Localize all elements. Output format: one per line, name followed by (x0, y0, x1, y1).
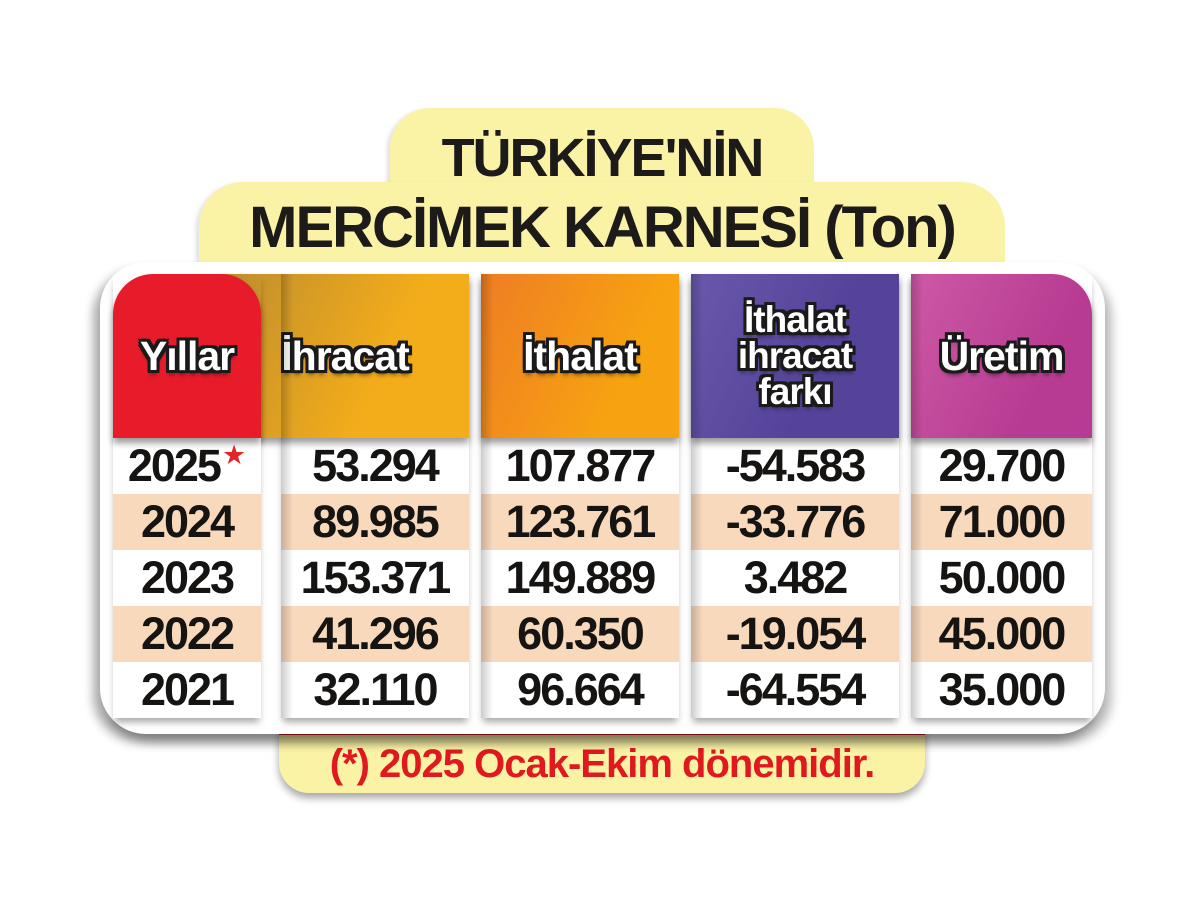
year-value: 2022 (140, 608, 235, 659)
ihracat-value: 32.110 (313, 664, 438, 715)
fark-value: -64.554 (725, 664, 867, 715)
fark-value: -19.054 (725, 608, 867, 659)
column-header-uretim: Üretim (911, 274, 1092, 438)
ihracat-value: 89.985 (312, 496, 440, 547)
cell-uretim-2022: 45.000 (911, 606, 1092, 662)
uretim-value: 35.000 (938, 664, 1067, 715)
footnote-text: (*) 2025 Ocak-Ekim dönemidir. (329, 741, 876, 786)
column-ithalat: İthalat 107.877 123.761 149.889 60.350 96.66… (481, 274, 679, 718)
fark-value: -54.583 (725, 440, 867, 491)
cell-ithalat-2022: 60.350 (481, 606, 679, 662)
ithalat-value: 60.350 (517, 608, 645, 659)
column-header-ithalat: İthalat (481, 274, 679, 438)
column-header-ihracat: İhracat (221, 274, 469, 438)
table-card: Yıllar 2025 ★ 2024 2023 2022 2021 İhracat 53.… (100, 262, 1105, 734)
uretim-value: 29.700 (938, 440, 1067, 491)
year-value: 2025 (127, 440, 222, 491)
column-header-label-line: farkı (758, 371, 832, 413)
year-value: 2023 (140, 552, 235, 603)
column-ithalat-ihracat-farki: İthalat ihracat farkı -54.583 -33.776 3.48… (691, 274, 899, 718)
column-header-yillar: Yıllar (113, 274, 261, 438)
footnote-box: (*) 2025 Ocak-Ekim dönemidir. (279, 735, 925, 793)
title-line-1: TÜRKİYE'NİN (441, 128, 765, 188)
cell-ithalat-2021: 96.664 (481, 662, 679, 718)
footnote-star-icon: ★ (221, 439, 247, 470)
cell-year-2022: 2022 (113, 606, 261, 662)
cell-ihracat-2023: 153.371 (281, 550, 469, 606)
ihracat-value: 41.296 (312, 608, 440, 659)
fark-value: -33.776 (725, 496, 867, 547)
cell-uretim-2023: 50.000 (911, 550, 1092, 606)
cell-ihracat-2021: 32.110 (281, 662, 469, 718)
cell-fark-2021: -64.554 (691, 662, 899, 718)
cell-year-2025: 2025 ★ (113, 438, 261, 494)
title-line-2: MERCİMEK KARNESİ (Ton) (249, 195, 957, 260)
uretim-value: 71.000 (938, 496, 1067, 547)
cell-ithalat-2025: 107.877 (481, 438, 679, 494)
cell-year-2024: 2024 (113, 494, 261, 550)
column-header-label-line: ihracat (737, 334, 853, 376)
fark-value: 3.482 (743, 552, 849, 603)
ihracat-value: 153.371 (300, 552, 452, 603)
ihracat-value: 53.294 (312, 440, 440, 491)
column-yillar: Yıllar 2025 ★ 2024 2023 2022 2021 (113, 274, 261, 718)
uretim-value: 45.000 (938, 608, 1067, 659)
cell-year-2021: 2021 (113, 662, 261, 718)
column-header-label: İhracat (281, 332, 409, 379)
cell-fark-2022: -19.054 (691, 606, 899, 662)
cell-ihracat-2025: 53.294 (281, 438, 469, 494)
cell-year-2023: 2023 (113, 550, 261, 606)
cell-fark-2025: -54.583 (691, 438, 899, 494)
year-value: 2021 (140, 664, 235, 715)
column-header-label: İthalat (523, 332, 638, 379)
cell-fark-2024: -33.776 (691, 494, 899, 550)
ithalat-value: 96.664 (517, 664, 645, 715)
ithalat-value: 149.889 (505, 552, 657, 603)
cell-ihracat-2024: 89.985 (281, 494, 469, 550)
ithalat-value: 123.761 (505, 496, 657, 547)
column-header-label: Yıllar (139, 332, 235, 379)
cell-ithalat-2024: 123.761 (481, 494, 679, 550)
column-header-label-line: İthalat (744, 298, 847, 340)
cell-ithalat-2023: 149.889 (481, 550, 679, 606)
cell-uretim-2024: 71.000 (911, 494, 1092, 550)
column-ihracat: İhracat 53.294 89.985 153.371 41.296 32.110 (221, 274, 469, 718)
cell-fark-2023: 3.482 (691, 550, 899, 606)
footnote-bar: (*) 2025 Ocak-Ekim dönemidir. (279, 726, 925, 793)
year-value: 2024 (140, 496, 235, 547)
cell-uretim-2025: 29.700 (911, 438, 1092, 494)
ithalat-value: 107.877 (505, 440, 657, 491)
lentil-data-table: Yıllar 2025 ★ 2024 2023 2022 2021 İhracat 53.… (113, 274, 1092, 718)
cell-uretim-2021: 35.000 (911, 662, 1092, 718)
column-header-fark: İthalat ihracat farkı (691, 274, 899, 438)
column-uretim: Üretim 29.700 71.000 50.000 45.000 35.000 (911, 274, 1092, 718)
column-header-label: Üretim (939, 332, 1065, 379)
uretim-value: 50.000 (938, 552, 1067, 603)
cell-ihracat-2022: 41.296 (281, 606, 469, 662)
